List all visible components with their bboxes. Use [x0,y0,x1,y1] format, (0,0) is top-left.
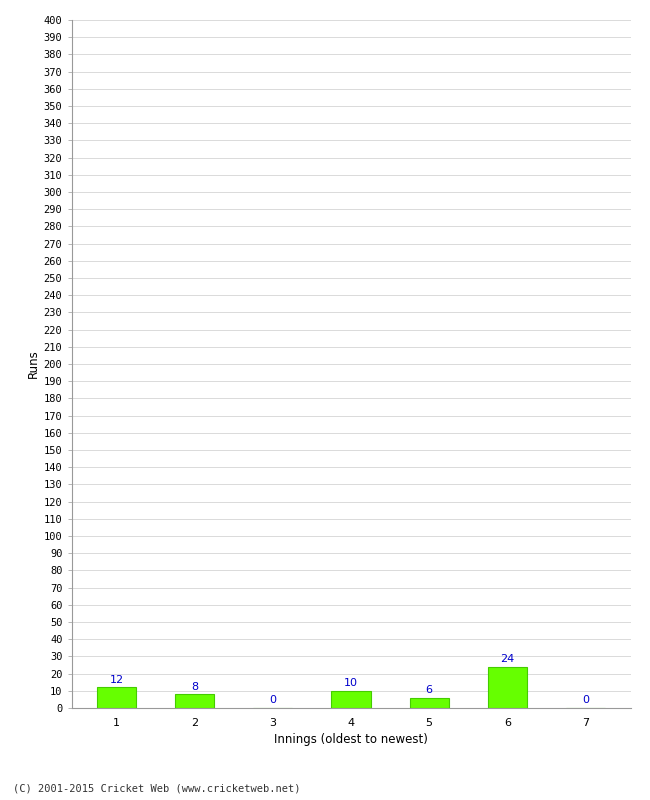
Bar [97,687,136,708]
Bar [410,698,448,708]
Text: 0: 0 [269,695,276,706]
Text: 0: 0 [582,695,589,706]
Bar [332,690,370,708]
Y-axis label: Runs: Runs [27,350,40,378]
Text: 24: 24 [500,654,515,664]
Text: (C) 2001-2015 Cricket Web (www.cricketweb.net): (C) 2001-2015 Cricket Web (www.cricketwe… [13,784,300,794]
Text: 6: 6 [426,685,433,695]
Bar [175,694,215,708]
Text: 8: 8 [191,682,198,692]
Text: 12: 12 [109,674,124,685]
Bar [488,666,527,708]
X-axis label: Innings (oldest to newest): Innings (oldest to newest) [274,734,428,746]
Text: 10: 10 [344,678,358,688]
